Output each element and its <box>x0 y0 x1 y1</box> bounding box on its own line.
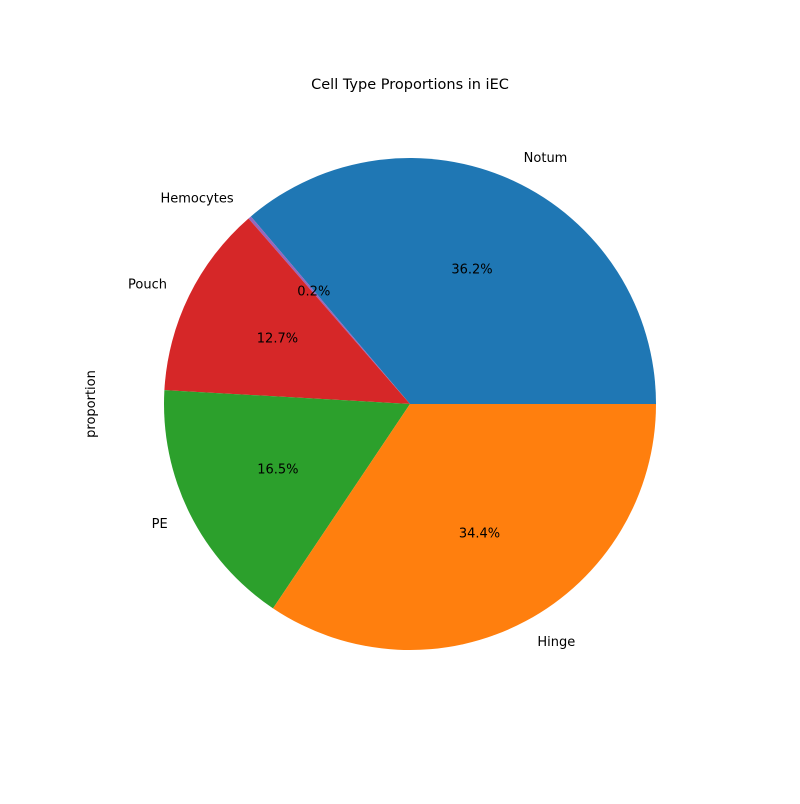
pie-slice-pe <box>164 390 410 609</box>
slice-percent-hinge: 34.4% <box>459 527 500 542</box>
y-axis-label: proportion <box>84 370 99 438</box>
slice-percent-notum: 36.2% <box>451 263 492 278</box>
slice-percent-pe: 16.5% <box>257 462 298 477</box>
slice-label-hinge: Hinge <box>537 635 575 650</box>
pie-slice-hinge <box>273 404 656 650</box>
slice-label-notum: Notum <box>524 151 568 166</box>
pie-slice-notum <box>250 158 657 404</box>
slice-percent-pouch: 12.7% <box>257 332 298 347</box>
slice-percent-hemocytes: 0.2% <box>297 285 330 300</box>
pie-labels: Notum 36.2% Hemocytes 0.2% Pouch 12.7% PE 16.5%… <box>128 151 575 650</box>
slice-label-pe: PE <box>152 517 168 532</box>
pie-slice-pouch <box>164 218 410 404</box>
pie-slices <box>164 158 657 650</box>
slice-label-hemocytes: Hemocytes <box>161 191 234 206</box>
pie-slice-hemocytes <box>248 216 410 404</box>
chart-title: Cell Type Proportions in iEC <box>311 77 509 93</box>
slice-label-pouch: Pouch <box>128 277 167 292</box>
